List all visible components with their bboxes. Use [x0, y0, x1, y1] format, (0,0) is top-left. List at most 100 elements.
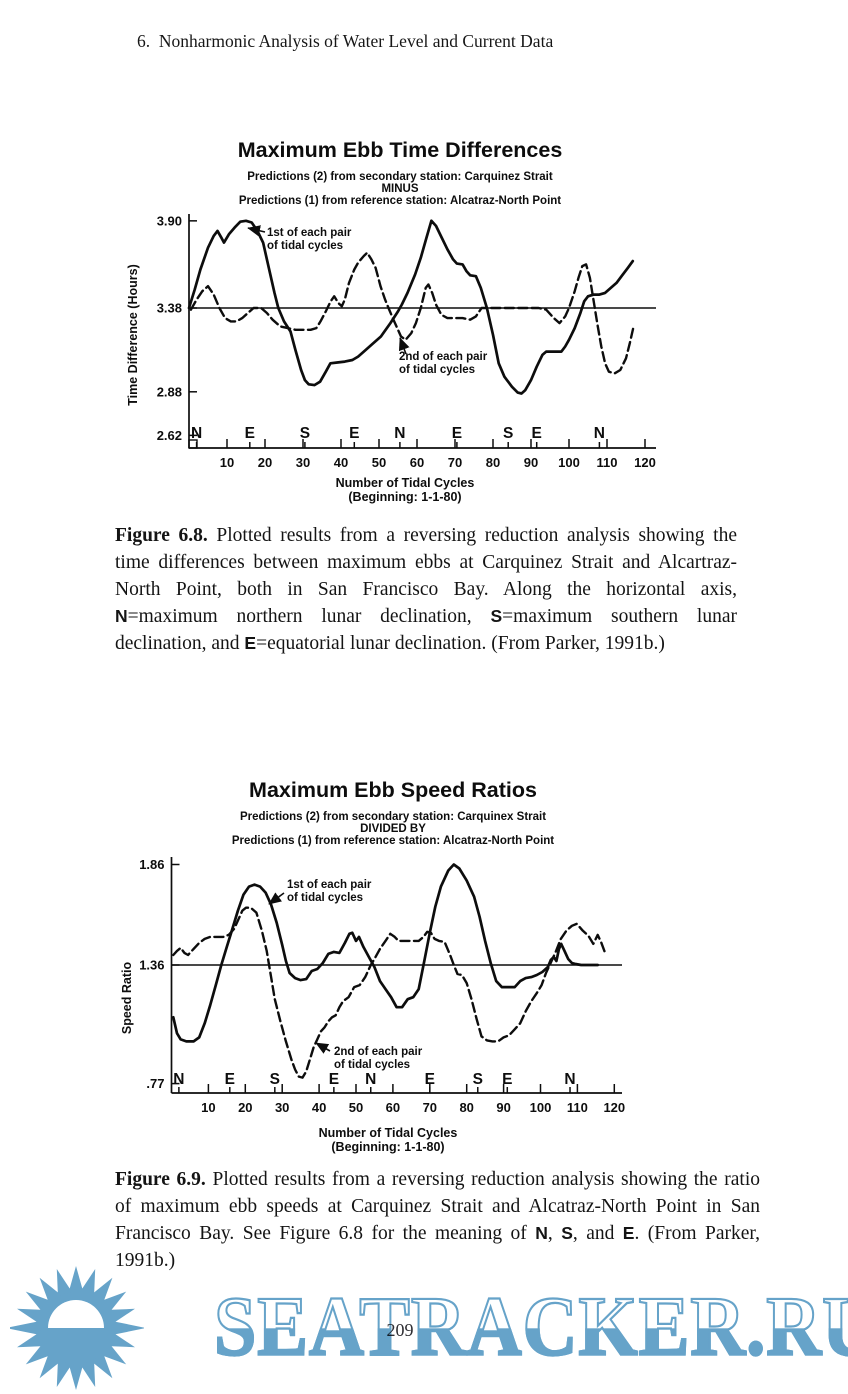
declination-letter: E: [502, 1071, 512, 1088]
caption-segment: =maximum southern lunar declination, and: [115, 606, 738, 654]
caption-segment: =equatorial lunar declination. (From Par…: [256, 633, 665, 654]
watermark: SEATRACKER.RU: [0, 1258, 848, 1394]
caption-segment: E: [244, 633, 257, 653]
declination-letter: N: [394, 425, 405, 442]
figure-6-9-dashed-label-line1: 2nd of each pair: [334, 1046, 423, 1058]
arrow-to-dashed-curve-icon: [398, 337, 410, 355]
x-tick-label: 120: [603, 1100, 625, 1115]
dashed-series-curve: [172, 906, 607, 1079]
figure-6-8-solid-label-line1: 1st of each pair: [267, 227, 352, 239]
declination-letter: S: [300, 425, 310, 442]
declination-letter: E: [452, 425, 462, 442]
figure-6-9-plot-area: 1.86 1.36 .77 10 20 30 40 50 60 70 80 90 100 110 120 N E…: [139, 857, 625, 1115]
figure-6-9-solid-label-line1: 1st of each pair: [287, 879, 372, 891]
caption-segment: E: [622, 1223, 635, 1243]
x-tick-label: 50: [349, 1100, 363, 1115]
x-tick-label: 60: [386, 1100, 400, 1115]
figure-6-8-solid-label-line2: of tidal cycles: [267, 240, 343, 252]
x-tick-label: 100: [558, 455, 580, 470]
caption-segment: Plotted results from a reversing reducti…: [115, 1169, 760, 1244]
caption-segment: Figure 6.8.: [115, 525, 208, 546]
caption-segment: S: [490, 606, 503, 626]
figure-6-9-solid-label-line2: of tidal cycles: [287, 892, 363, 904]
figure-6-9-title: Maximum Ebb Speed Ratios: [249, 778, 537, 802]
figure-6-8-title: Maximum Ebb Time Differences: [238, 138, 563, 162]
x-tick-label: 100: [530, 1100, 552, 1115]
figure-6-8-plot-area: 3.90 3.38 2.88 2.62 10 20 30 40 50 60 70 80 90 100 110…: [157, 213, 656, 470]
caption-segment: Plotted results from a reversing reducti…: [115, 525, 738, 600]
caption-segment: , and: [572, 1223, 623, 1244]
figure-6-9-operator: DIVIDED BY: [360, 823, 426, 835]
origin-notch: [188, 439, 198, 449]
declination-letter: E: [225, 1071, 235, 1088]
x-tick-label: 30: [296, 455, 310, 470]
figure-6-8-x-axis-title-line1: Number of Tidal Cycles: [336, 476, 475, 490]
figure-6-8-chart: Maximum Ebb Time Differences Predictions…: [126, 138, 656, 504]
declination-letter: N: [594, 425, 605, 442]
x-tick-label: 10: [201, 1100, 215, 1115]
arrow-to-solid-curve-icon: [268, 892, 285, 905]
figure-6-8-dashed-label-line2: of tidal cycles: [399, 364, 475, 376]
declination-letter: E: [425, 1071, 435, 1088]
sun-icon: [10, 1266, 144, 1390]
x-tick-label: 60: [410, 455, 424, 470]
x-tick-label: 70: [423, 1100, 437, 1115]
sun-horizon: [48, 1300, 104, 1328]
x-tick-label: 30: [275, 1100, 289, 1115]
caption-segment: . (From Parker, 1991b.): [115, 1223, 760, 1271]
figure-6-8-subtitle-2: Predictions (1) from reference station: …: [239, 195, 561, 207]
x-tick-label: 40: [334, 455, 348, 470]
figure-6-9-subtitle-2: Predictions (1) from reference station: …: [232, 835, 554, 847]
y-tick-label: 3.90: [157, 213, 182, 228]
figure-6-9-y-axis-title: Speed Ratio: [120, 962, 134, 1035]
declination-letter: S: [503, 425, 513, 442]
y-tick-label: 2.62: [157, 428, 182, 443]
figure-6-8-x-axis-title-line2: (Beginning: 1-1-80): [348, 490, 461, 504]
declination-letter: E: [329, 1071, 339, 1088]
declination-letter: E: [532, 425, 542, 442]
page-number: 209: [320, 1320, 480, 1341]
figure-6-8-caption: Figure 6.8. Plotted results from a rever…: [115, 522, 737, 657]
figure-6-9-chart: Maximum Ebb Speed Ratios Predictions (2)…: [120, 778, 625, 1154]
caption-segment: ,: [547, 1223, 562, 1244]
declination-letter: N: [191, 425, 202, 442]
dashed-series-curve: [189, 251, 635, 375]
declination-letter: E: [245, 425, 255, 442]
figure-6-9-subtitle-1: Predictions (2) from secondary station: …: [240, 811, 546, 823]
watermark-text: SEATRACKER.RU: [213, 1283, 848, 1370]
figure-6-9-x-axis-title-line2: (Beginning: 1-1-80): [331, 1140, 444, 1154]
y-tick-label: 1.36: [139, 958, 164, 973]
caption-segment: =maximum northern lunar declination,: [127, 606, 491, 627]
x-tick-label: 50: [372, 455, 386, 470]
x-tick-label: 20: [238, 1100, 252, 1115]
figure-6-9-x-axis-title-line1: Number of Tidal Cycles: [319, 1126, 458, 1140]
x-tick-label: 120: [634, 455, 656, 470]
chapter-header: 6. Nonharmonic Analysis of Water Level a…: [137, 31, 554, 51]
x-tick-label: 90: [524, 455, 538, 470]
declination-letter: N: [365, 1071, 376, 1088]
arrow-to-dashed-curve-icon: [315, 1042, 331, 1054]
y-tick-label: 1.86: [139, 857, 164, 872]
declination-letter: N: [173, 1071, 184, 1088]
y-tick-label: .77: [146, 1076, 164, 1091]
figure-6-8-y-axis-title: Time Difference (Hours): [126, 264, 140, 405]
figure-6-8-operator: MINUS: [381, 183, 418, 195]
y-tick-label: 3.38: [157, 301, 182, 316]
solid-series-curve: [171, 863, 600, 1043]
x-tick-label: 10: [220, 455, 234, 470]
arrow-to-solid-curve-icon: [247, 225, 266, 237]
declination-letter: N: [564, 1071, 575, 1088]
caption-segment: N: [115, 606, 128, 626]
x-tick-label: 80: [486, 455, 500, 470]
x-tick-label: 40: [312, 1100, 326, 1115]
x-tick-label: 110: [597, 455, 618, 470]
declination-letter: S: [473, 1071, 483, 1088]
declination-letter: E: [349, 425, 359, 442]
caption-segment: Figure 6.9.: [115, 1169, 206, 1190]
x-tick-label: 70: [448, 455, 462, 470]
x-tick-label: 110: [567, 1100, 588, 1115]
x-tick-label: 80: [459, 1100, 473, 1115]
x-tick-label: 20: [258, 455, 272, 470]
caption-segment: S: [561, 1223, 573, 1243]
